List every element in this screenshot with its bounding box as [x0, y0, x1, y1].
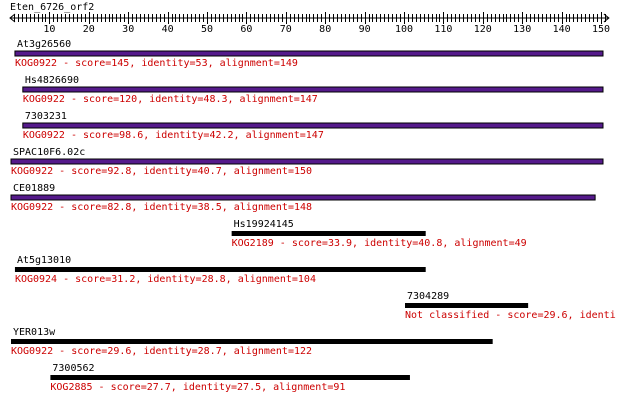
ruler-tick-label: 50 — [201, 24, 213, 35]
ruler-tick-label: 10 — [43, 24, 55, 35]
hit-row[interactable]: At3g26560 KOG0922 - score=145, identity=5… — [14, 39, 604, 69]
ruler-tick-label: 40 — [162, 24, 174, 35]
hit-id-label[interactable]: At3g26560 — [17, 39, 71, 50]
alignment-bar[interactable] — [14, 50, 604, 57]
hit-id-label[interactable]: 7304289 — [407, 291, 449, 302]
alignment-bar[interactable] — [10, 194, 596, 201]
hit-annotation: KOG0922 - score=92.8, identity=40.7, ali… — [11, 166, 312, 177]
ruler-left-arrow — [9, 13, 16, 23]
ruler-tick-label: 110 — [434, 24, 452, 35]
hit-row[interactable]: 7304289 Not classified - score=29.6, iden… — [405, 291, 616, 321]
hit-annotation: KOG0924 - score=31.2, identity=28.8, ali… — [15, 274, 316, 285]
hit-annotation: KOG0922 - score=145, identity=53, alignm… — [15, 58, 298, 69]
hit-annotation: KOG0922 - score=82.8, identity=38.5, ali… — [11, 202, 312, 213]
ruler-tick-label: 140 — [553, 24, 571, 35]
hit-id-label[interactable]: Hs4826690 — [25, 75, 79, 86]
alignment-bar[interactable] — [231, 231, 426, 236]
hit-row[interactable]: 7300562 KOG2885 - score=27.7, identity=27… — [50, 363, 410, 393]
hit-id-label[interactable]: 7300562 — [52, 363, 94, 374]
ruler-tick-label: 100 — [395, 24, 413, 35]
hit-annotation: KOG0922 - score=120, identity=48.3, alig… — [23, 94, 318, 105]
hit-row[interactable]: 7303231 KOG0922 - score=98.6, identity=42… — [22, 111, 604, 141]
ruler-tick-label: 20 — [83, 24, 95, 35]
alignment-bar[interactable] — [22, 122, 604, 129]
alignment-bar[interactable] — [50, 375, 410, 380]
hit-row[interactable]: YER013w KOG0922 - score=29.6, identity=28… — [11, 327, 493, 357]
hit-row[interactable]: Hs19924145 KOG2189 - score=33.9, identity… — [231, 219, 527, 249]
ruler-tick-label: 120 — [474, 24, 492, 35]
ruler-tick-label: 80 — [319, 24, 331, 35]
ruler-tick-label: 150 — [592, 24, 610, 35]
hit-annotation: KOG2189 - score=33.9, identity=40.8, ali… — [232, 238, 527, 249]
alignment-bar[interactable] — [22, 86, 604, 93]
alignment-bar[interactable] — [405, 303, 529, 308]
alignment-bar[interactable] — [10, 158, 604, 165]
ruler-tick-label: 60 — [240, 24, 252, 35]
position-ruler: 10 20 30 40 50 60 70 80 90 100 110 120 130 140 150 — [9, 12, 610, 35]
hit-id-label[interactable]: YER013w — [13, 327, 56, 338]
hit-annotation: KOG2885 - score=27.7, identity=27.5, ali… — [50, 382, 345, 393]
ruler-tick-label: 30 — [122, 24, 134, 35]
alignment-bar[interactable] — [11, 339, 493, 344]
hit-annotation: Not classified - score=29.6, identi — [405, 310, 616, 321]
hit-row[interactable]: Hs4826690 KOG0922 - score=120, identity=4… — [22, 75, 604, 105]
ruler-tick-label: 130 — [513, 24, 531, 35]
hit-list: At3g26560 KOG0922 - score=145, identity=5… — [10, 39, 616, 393]
alignment-bar[interactable] — [14, 267, 426, 272]
query-title: Eten_6726_orf2 — [10, 2, 94, 13]
hit-id-label[interactable]: Hs19924145 — [234, 219, 294, 230]
ruler-tick-label: 70 — [280, 24, 292, 35]
hit-id-label[interactable]: At5g13010 — [17, 255, 71, 266]
ruler-tick-label: 90 — [359, 24, 371, 35]
hit-annotation: KOG0922 - score=98.6, identity=42.2, ali… — [23, 130, 324, 141]
hit-id-label[interactable]: CE01889 — [13, 183, 55, 194]
hit-id-label[interactable]: SPAC10F6.02c — [13, 147, 85, 158]
hit-id-label[interactable]: 7303231 — [25, 111, 67, 122]
hit-row[interactable]: At5g13010 KOG0924 - score=31.2, identity=… — [14, 255, 426, 285]
hit-row[interactable]: SPAC10F6.02c KOG0922 - score=92.8, identi… — [10, 147, 604, 177]
hit-annotation: KOG0922 - score=29.6, identity=28.7, ali… — [11, 346, 312, 357]
hit-row[interactable]: CE01889 KOG0922 - score=82.8, identity=38… — [10, 183, 596, 213]
